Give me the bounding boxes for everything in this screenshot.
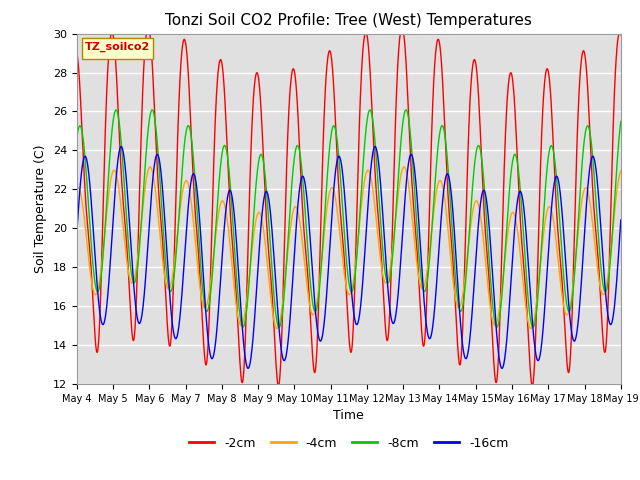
-8cm xyxy=(617,119,625,124)
-4cm xyxy=(147,164,154,170)
-8cm xyxy=(167,288,175,294)
-16cm xyxy=(73,230,81,236)
-2cm xyxy=(144,24,152,30)
-16cm xyxy=(498,365,506,371)
-4cm xyxy=(168,280,175,286)
-16cm xyxy=(617,217,625,223)
-2cm xyxy=(282,199,289,204)
-2cm xyxy=(168,332,175,337)
-8cm xyxy=(548,143,556,149)
Line: -2cm: -2cm xyxy=(77,27,621,386)
-2cm xyxy=(548,113,556,119)
-4cm xyxy=(305,300,313,306)
-2cm xyxy=(135,216,143,221)
Line: -4cm: -4cm xyxy=(77,167,621,328)
-8cm xyxy=(135,252,143,258)
-4cm xyxy=(73,186,81,192)
Line: -16cm: -16cm xyxy=(77,146,621,368)
-8cm xyxy=(73,135,81,141)
-2cm xyxy=(607,219,614,225)
-2cm xyxy=(73,50,81,56)
-16cm xyxy=(135,320,143,326)
Title: Tonzi Soil CO2 Profile: Tree (West) Temperatures: Tonzi Soil CO2 Profile: Tree (West) Temp… xyxy=(165,13,532,28)
-2cm xyxy=(529,383,536,389)
-16cm xyxy=(167,309,175,315)
-8cm xyxy=(402,107,410,113)
-4cm xyxy=(548,209,556,215)
Line: -8cm: -8cm xyxy=(77,110,621,327)
-4cm xyxy=(273,325,281,331)
-16cm xyxy=(548,201,556,207)
-4cm xyxy=(135,244,143,250)
Y-axis label: Soil Temperature (C): Soil Temperature (C) xyxy=(35,144,47,273)
-8cm xyxy=(275,324,283,330)
-16cm xyxy=(607,322,614,327)
-8cm xyxy=(607,257,614,263)
-16cm xyxy=(282,356,289,361)
-2cm xyxy=(617,32,625,38)
-4cm xyxy=(607,251,614,257)
-16cm xyxy=(371,144,379,149)
Legend: -2cm, -4cm, -8cm, -16cm: -2cm, -4cm, -8cm, -16cm xyxy=(184,432,513,455)
-4cm xyxy=(617,168,625,174)
-8cm xyxy=(282,274,289,279)
-16cm xyxy=(305,220,313,226)
X-axis label: Time: Time xyxy=(333,409,364,422)
-8cm xyxy=(305,265,313,271)
-4cm xyxy=(282,270,290,276)
-2cm xyxy=(305,293,313,299)
